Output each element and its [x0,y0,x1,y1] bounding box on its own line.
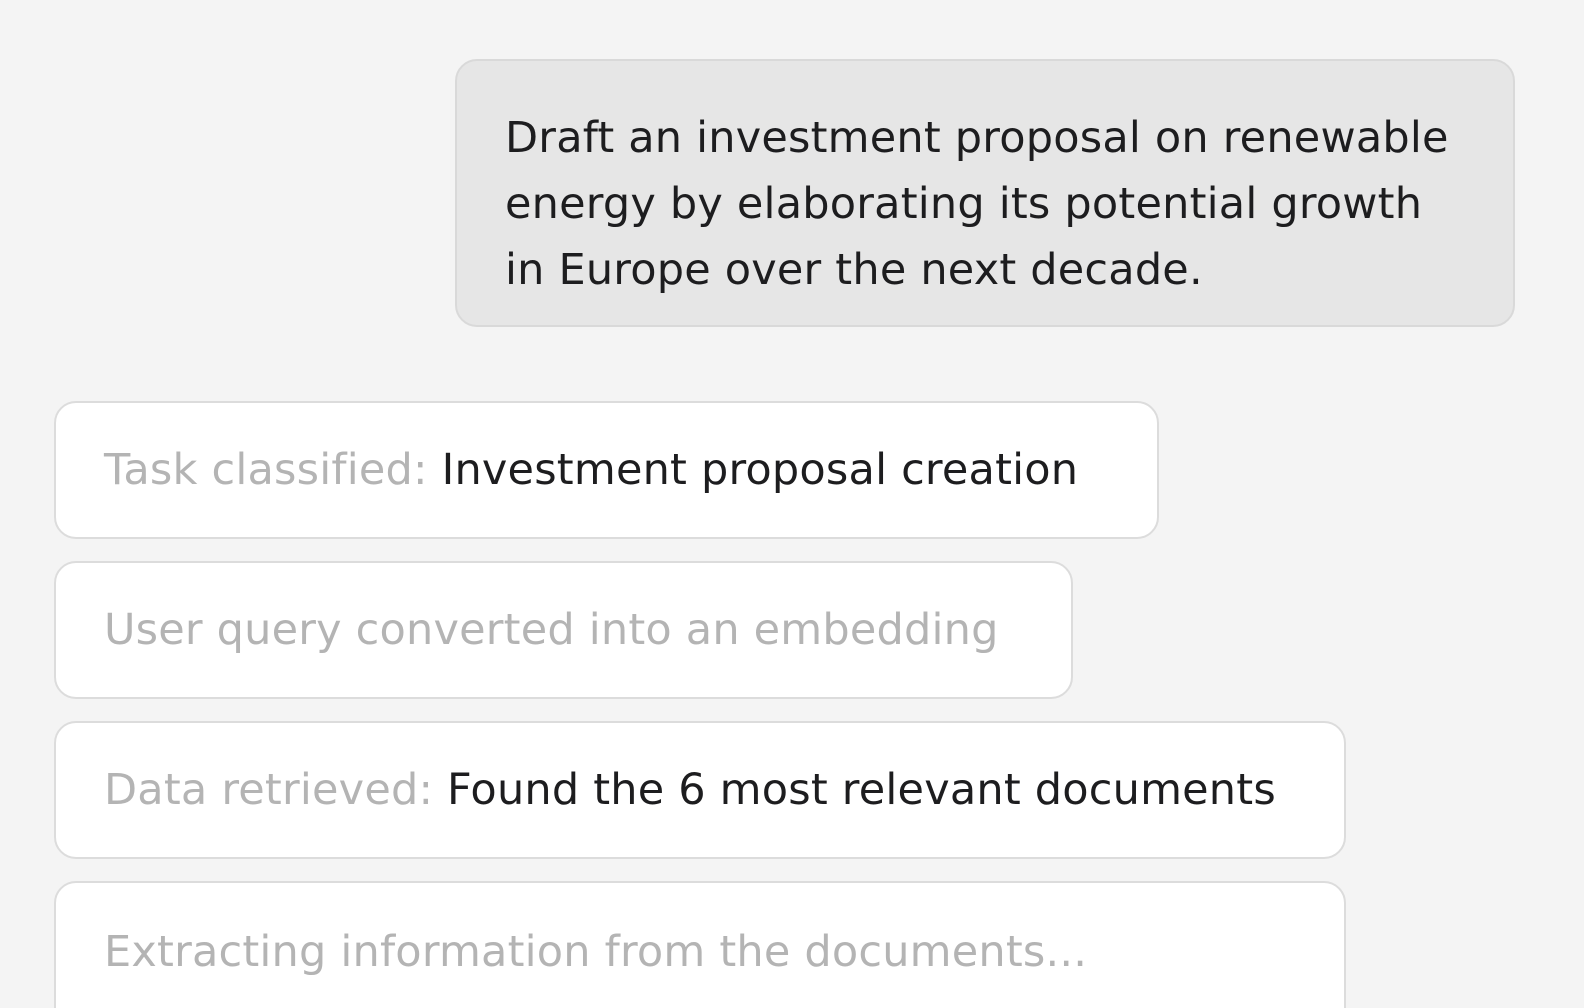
user-message-text: Draft an investment proposal on renewabl… [505,113,1449,295]
step-label: Data retrieved: [104,765,434,815]
step-label: Extracting information from the document… [104,927,1088,977]
user-message-bubble: Draft an investment proposal on renewabl… [455,59,1515,327]
step-label: Task classified: [104,445,428,495]
step-label: User query converted into an embedding [104,605,999,655]
status-step-data-retrieved: Data retrieved: Found the 6 most relevan… [54,721,1346,859]
step-value: Found the 6 most relevant documents [447,765,1276,815]
status-step-task-classified: Task classified: Investment proposal cre… [54,401,1159,539]
status-step-embedding: User query converted into an embedding [54,561,1073,699]
step-value: Investment proposal creation [441,445,1079,495]
status-step-extracting: Extracting information from the document… [54,881,1346,1008]
